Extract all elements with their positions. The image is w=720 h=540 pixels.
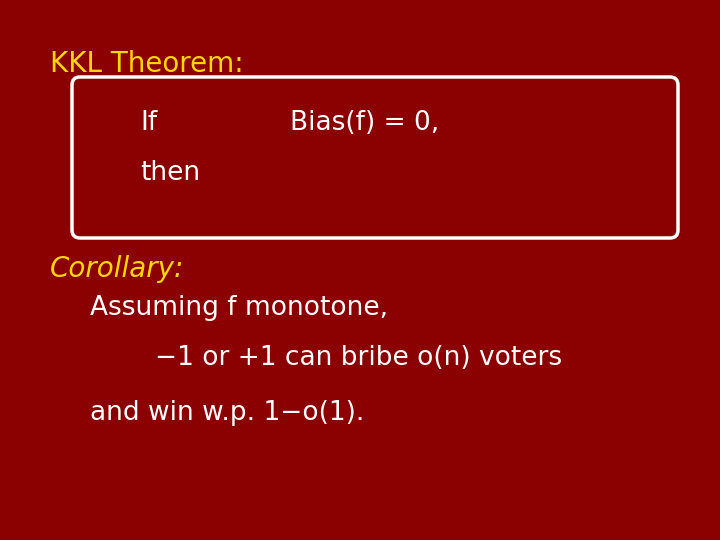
- Text: −1 or +1 can bribe o(n) voters: −1 or +1 can bribe o(n) voters: [155, 345, 562, 371]
- Text: If: If: [140, 110, 157, 136]
- Text: then: then: [140, 160, 200, 186]
- Text: and win w.p. 1−o(1).: and win w.p. 1−o(1).: [90, 400, 364, 426]
- Text: KKL Theorem:: KKL Theorem:: [50, 50, 243, 78]
- Text: Bias(f) = 0,: Bias(f) = 0,: [290, 110, 439, 136]
- Text: Assuming f monotone,: Assuming f monotone,: [90, 295, 388, 321]
- Text: Corollary:: Corollary:: [50, 255, 184, 283]
- FancyBboxPatch shape: [72, 77, 678, 238]
